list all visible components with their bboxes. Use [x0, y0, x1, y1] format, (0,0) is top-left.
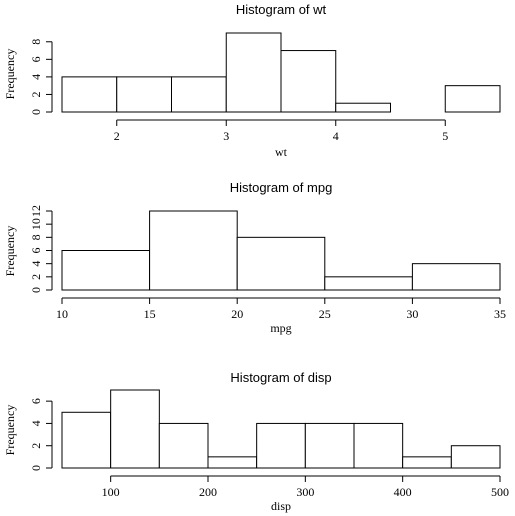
y-tick-label: 8 [29, 39, 43, 45]
y-tick-label: 0 [29, 465, 43, 471]
histogram-bar [171, 76, 227, 113]
y-tick-label: 10 [29, 218, 43, 230]
x-tick-label: 300 [296, 485, 314, 499]
histogram-panel-wt: Histogram of wt Frequency wt 0 2 4 6 8 2 3 4 5 [3, 2, 501, 159]
y-axis: 0 2 4 6 8 [29, 39, 53, 115]
histogram-bar [207, 456, 258, 469]
x-tick-label: 500 [491, 485, 509, 499]
chart-title: Histogram of mpg [230, 180, 333, 195]
histogram-bar [110, 389, 160, 469]
x-tick-label: 2 [114, 129, 120, 143]
bars [61, 32, 501, 113]
histogram-bar [402, 456, 452, 469]
x-axis-label: wt [275, 145, 288, 159]
histogram-bar [61, 250, 151, 291]
y-axis-label: Frequency [3, 49, 17, 100]
histogram-bar [61, 76, 118, 113]
y-tick-label: 8 [29, 234, 43, 240]
histogram-bar [444, 85, 501, 113]
y-axis: 0 2 4 6 [29, 398, 53, 471]
histogram-bar [411, 263, 501, 291]
x-tick-label: 15 [144, 307, 156, 321]
y-tick-label: 4 [29, 261, 43, 267]
histogram-bar [158, 422, 209, 469]
x-axis: 10 15 20 25 30 35 [56, 297, 506, 321]
x-tick-label: 100 [102, 485, 120, 499]
histogram-bar [225, 32, 282, 113]
chart-title: Histogram of wt [236, 2, 327, 17]
y-axis-label: Frequency [3, 226, 17, 277]
y-tick-label: 4 [29, 420, 43, 426]
histogram-bar [304, 422, 355, 469]
y-tick-label: 0 [29, 109, 43, 115]
chart-title: Histogram of disp [230, 370, 331, 385]
histogram-bar [353, 422, 404, 469]
histogram-bar [335, 102, 391, 113]
histogram-bar [236, 236, 326, 291]
histogram-bar [61, 411, 112, 469]
x-tick-label: 25 [319, 307, 331, 321]
x-axis: 100 200 300 400 500 [102, 475, 509, 499]
y-axis-label: Frequency [3, 405, 17, 456]
y-tick-label: 6 [29, 56, 43, 62]
histogram-bar [256, 422, 306, 469]
y-tick-label: 2 [29, 274, 43, 280]
histogram-bar [116, 76, 172, 113]
y-tick-label: 6 [29, 248, 43, 254]
y-tick-label: 2 [29, 91, 43, 97]
x-tick-label: 20 [231, 307, 243, 321]
x-axis-label: disp [271, 499, 291, 513]
histogram-bar [450, 445, 501, 469]
y-tick-label: 6 [29, 398, 43, 404]
x-tick-label: 200 [199, 485, 217, 499]
x-tick-label: 30 [406, 307, 418, 321]
histogram-panel-mpg: Histogram of mpg Frequency mpg 024681012… [3, 180, 506, 335]
y-tick-label: 4 [29, 74, 43, 80]
y-tick-label: 0 [29, 287, 43, 293]
bars [61, 210, 501, 291]
y-tick-label: 12 [29, 205, 43, 217]
histogram-panel-disp: Histogram of disp Frequency disp 0 2 4 6 10… [3, 370, 509, 513]
x-tick-label: 35 [494, 307, 506, 321]
histogram-bar [149, 210, 238, 291]
histogram-bar [280, 50, 337, 113]
x-tick-label: 5 [442, 129, 448, 143]
y-tick-label: 2 [29, 443, 43, 449]
x-tick-label: 4 [333, 129, 339, 143]
x-axis-label: mpg [270, 321, 291, 335]
x-tick-label: 400 [394, 485, 412, 499]
x-tick-label: 3 [223, 129, 229, 143]
bars [61, 389, 501, 469]
x-axis: 2 3 4 5 [114, 119, 448, 143]
x-tick-label: 10 [56, 307, 68, 321]
histogram-bar [324, 276, 413, 291]
